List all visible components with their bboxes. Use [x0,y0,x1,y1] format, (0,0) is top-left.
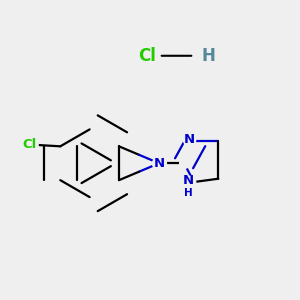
Text: N: N [183,174,194,187]
Text: N: N [183,133,194,146]
Text: Cl: Cl [138,47,156,65]
Text: H: H [184,188,193,198]
Text: Cl: Cl [23,138,37,151]
Text: H: H [202,47,215,65]
Text: N: N [154,157,165,170]
